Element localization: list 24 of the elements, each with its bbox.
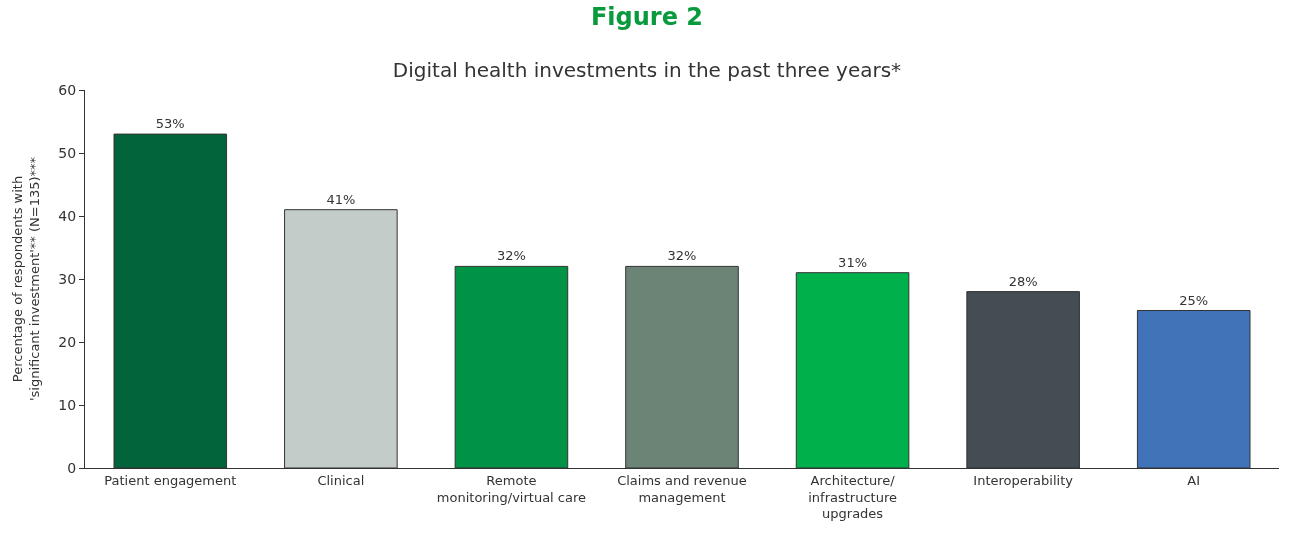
- data-label: 25%: [1179, 292, 1209, 308]
- chart-title: Figure 2: [590, 2, 704, 31]
- y-tick-label: 20: [58, 333, 77, 350]
- data-label: 28%: [1008, 273, 1038, 289]
- x-tick-label: Architecture/ infrastructure upgrades: [808, 472, 897, 522]
- y-tick-label: 60: [58, 81, 77, 98]
- x-tick-label: Patient engagement: [104, 472, 237, 488]
- y-tick-label: 30: [58, 270, 77, 287]
- data-label: 53%: [155, 116, 185, 132]
- x-tick-label: Clinical: [317, 472, 365, 488]
- y-tick-label: 40: [58, 207, 77, 224]
- chart-subtitle: Digital health investments in the past three years*: [392, 57, 902, 82]
- data-label: 31%: [838, 254, 868, 270]
- x-tick-label: Interoperability: [973, 472, 1074, 488]
- data-label: 32%: [667, 248, 697, 264]
- data-label: 41%: [326, 191, 356, 207]
- y-tick-label: 0: [67, 459, 77, 476]
- x-tick-label: Claims and revenue management: [617, 472, 747, 505]
- y-tick-label: 10: [58, 396, 77, 413]
- y-tick-label: 50: [58, 144, 77, 161]
- data-label: 32%: [496, 248, 526, 264]
- x-tick-label: AI: [1187, 472, 1201, 488]
- x-tick-label: Remote monitoring/virtual care: [436, 472, 587, 505]
- y-axis-title: Percentage of respondents with 'significant investment'** (N=135)***: [10, 156, 43, 402]
